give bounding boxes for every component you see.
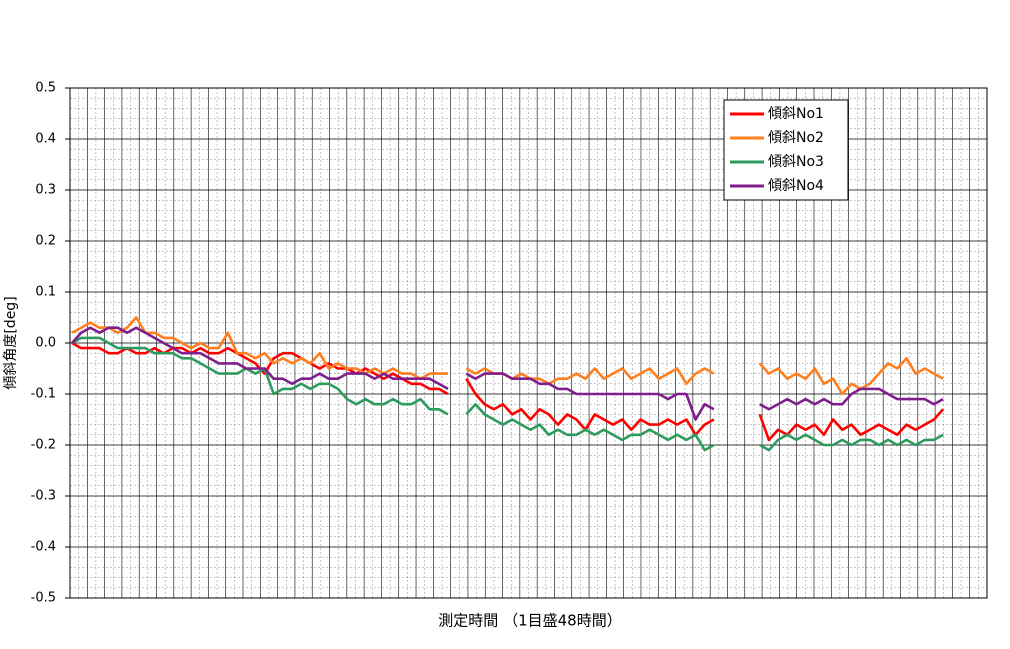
y-tick-label: -0.1 (31, 387, 56, 402)
y-tick-label: -0.2 (31, 438, 56, 453)
grid (65, 87, 987, 599)
y-tick-label: 0.5 (35, 81, 56, 96)
legend-label: 傾斜No4 (768, 178, 824, 194)
legend-label: 傾斜No2 (768, 130, 824, 146)
y-tick-label: -0.4 (31, 540, 56, 555)
y-tick-label: -0.3 (31, 489, 56, 504)
series-line (71, 336, 944, 452)
legend-box (723, 99, 849, 201)
y-tick-label: 0.4 (35, 132, 56, 147)
y-tick-label: 0.1 (35, 285, 56, 300)
y-axis-label: 傾斜角度[deg] (3, 296, 19, 389)
y-tick-label: 0.2 (35, 234, 56, 249)
x-axis-label: 測定時間 （1目盛48時間） (438, 612, 621, 630)
y-tick-label: -0.5 (31, 591, 56, 606)
y-tick-label: 0.3 (35, 183, 56, 198)
plot-frame (69, 87, 988, 599)
plot (71, 316, 945, 452)
legend-label: 傾斜No1 (768, 106, 824, 122)
legend: 傾斜No1 傾斜No2 傾斜No3 傾斜No4 (723, 99, 849, 201)
y-tick-label: 0.0 (35, 336, 56, 351)
legend-label: 傾斜No3 (768, 154, 824, 170)
series-line (71, 341, 945, 442)
series-line (71, 326, 944, 421)
